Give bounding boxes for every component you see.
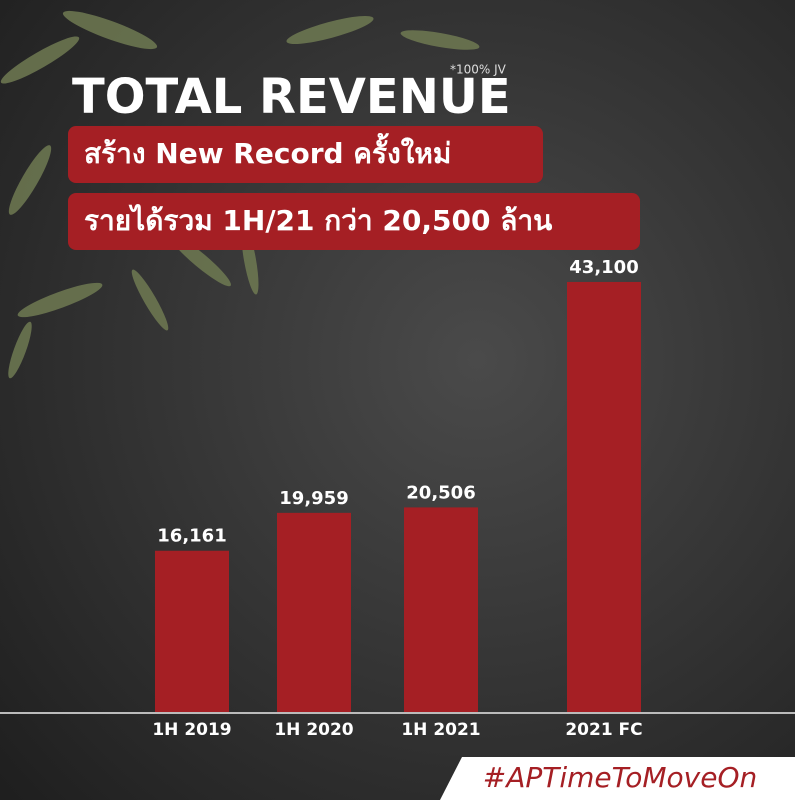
- value-label: 43,100: [569, 257, 638, 278]
- bar: [277, 512, 351, 712]
- subtitle-box: [68, 126, 543, 183]
- chart-title: TOTAL REVENUE: [72, 69, 511, 125]
- hashtag: #APTimeToMoveOn: [483, 761, 758, 794]
- subtitle: สร้าง New Record ครั้งใหม่: [84, 132, 451, 170]
- x-tick-label: 2021 FC: [565, 720, 642, 740]
- bar: [404, 507, 478, 712]
- value-label: 20,506: [406, 482, 475, 503]
- subtitle: รายได้รวม 1H/21 กว่า 20,500 ล้าน: [84, 204, 552, 237]
- bar: [155, 550, 229, 712]
- hashtag-box: [440, 757, 795, 800]
- plant-decoration: [0, 10, 480, 379]
- value-label: 19,959: [279, 488, 348, 509]
- x-tick-label: 1H 2021: [401, 720, 480, 740]
- note: *100% JV: [450, 63, 507, 77]
- x-tick-label: 1H 2019: [152, 720, 231, 740]
- subtitle-box: [68, 193, 640, 250]
- bar: [567, 281, 641, 712]
- value-label: 16,161: [157, 526, 226, 547]
- x-tick-label: 1H 2020: [274, 720, 353, 740]
